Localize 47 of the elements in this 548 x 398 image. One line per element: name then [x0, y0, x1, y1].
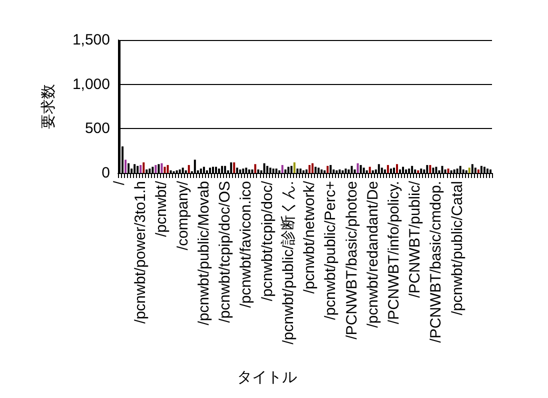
y-tick-label: 1,500 [72, 32, 110, 48]
bar [468, 168, 470, 173]
x-tick-label: /pcnwbt/tcpip/doc/ [258, 180, 276, 302]
x-tick-label: /PCNWBT/info/policy. [385, 181, 402, 324]
x-tick-label: /company/ [174, 180, 192, 250]
bar [281, 165, 284, 173]
bar [396, 164, 398, 173]
y-tick-label: 0 [102, 164, 110, 182]
bar [233, 162, 236, 173]
y-axis-title: 要求数 [40, 84, 57, 129]
x-tick-label: /pcnwbt/power/3to1.h [132, 181, 150, 324]
bar [417, 170, 420, 173]
bar [142, 162, 145, 173]
bar [356, 163, 359, 173]
y-tick-label: 500 [84, 120, 110, 138]
bar [188, 165, 190, 173]
bar [312, 163, 314, 173]
x-tick-label: /PCNWBT/basic/cmdop. [428, 181, 445, 343]
bar [254, 164, 256, 173]
x-tick-label: /pcnwbt/tcpip/doc/OS [216, 181, 234, 323]
x-tick-label: /pcnwbt/favicon.ico [238, 181, 255, 308]
bar [124, 160, 127, 173]
bar [326, 166, 329, 173]
bar [293, 162, 296, 173]
x-tick-label: /pcnwbt/public/Perc+ [322, 180, 340, 320]
x-tick-label: /pcnwbt/public/診断くん. [280, 181, 297, 344]
x-tick-label: /PCNWBT/public/ [406, 180, 424, 298]
bar [386, 165, 389, 173]
x-tick-label: /pcnwbt/network/ [301, 180, 318, 294]
bar [140, 165, 142, 173]
x-tick-label: /PCNWBT/basic/photoe [343, 181, 360, 340]
x-tick-label: /pcnwbt/ [153, 180, 170, 237]
x-tick-label: /pcnwbt/redandant/De [364, 181, 382, 328]
x-tick-label: /pcnwbt/public/Catal [448, 181, 466, 316]
x-tick-label: / [111, 180, 128, 186]
x-tick-label: /pcnwbt/public/Movab [195, 181, 212, 326]
bar [429, 165, 432, 173]
x-axis-title: タイトル [237, 369, 297, 386]
bar [154, 165, 157, 173]
bar [160, 163, 163, 173]
bar [447, 168, 450, 173]
bar [477, 169, 480, 173]
bar [368, 166, 371, 173]
bar [164, 166, 166, 173]
bar [308, 165, 311, 173]
y-tick-label: 1,000 [72, 76, 110, 93]
bar [166, 165, 169, 173]
